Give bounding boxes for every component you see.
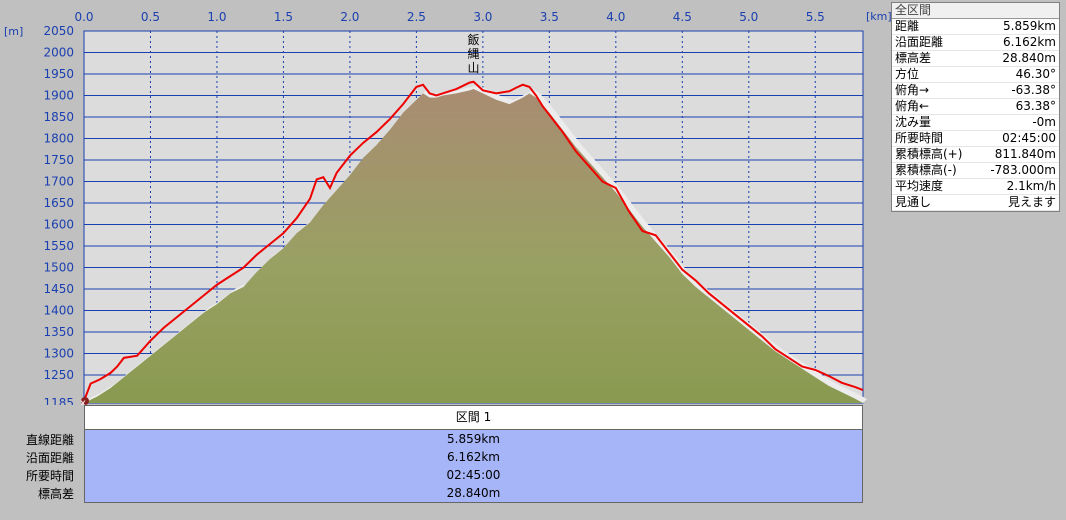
summary-label: 俯角→ — [895, 83, 930, 97]
y-tick-label: 1750 — [43, 153, 74, 167]
summary-row: 所要時間 02:45:00 — [892, 131, 1059, 147]
summary-label: 俯角← — [895, 99, 930, 113]
summary-label: 方位 — [895, 67, 920, 81]
x-tick-label: 5.5 — [806, 10, 825, 24]
segment-value: 02:45:00 — [446, 468, 501, 482]
y-tick-label: 1800 — [43, 132, 74, 146]
summary-value: 46.30° — [1015, 67, 1056, 81]
summary-value: 見えます — [1007, 195, 1056, 209]
segment-title[interactable]: 区間 1 — [84, 405, 863, 430]
summary-label: 累積標高(+) — [895, 147, 963, 161]
summary-label: 見通し — [895, 195, 932, 209]
segment-label: 標高差 — [37, 487, 74, 501]
x-tick-label: 0.0 — [74, 10, 93, 24]
x-tick-label: 0.5 — [141, 10, 160, 24]
summary-label: 平均速度 — [895, 179, 944, 193]
y-tick-label: 1550 — [43, 239, 74, 253]
summary-label: 累積標高(-) — [895, 163, 957, 177]
x-tick-label: 1.0 — [207, 10, 226, 24]
summary-value: 28.840m — [1002, 51, 1056, 65]
summary-label: 沿面距離 — [895, 35, 944, 49]
segment-label: 沿面距離 — [25, 451, 74, 465]
summary-title: 全区間 — [892, 3, 1059, 19]
y-tick-label: 1900 — [43, 89, 74, 103]
segment-row-labels: 直線距離沿面距離所要時間標高差 — [0, 431, 80, 503]
y-tick-label: 1500 — [43, 261, 74, 275]
y-tick-label: 1650 — [43, 196, 74, 210]
svg-text:飯: 飯 — [468, 32, 480, 47]
summary-row: 累積標高(+) 811.840m — [892, 147, 1059, 163]
summary-row: 見通し 見えます — [892, 195, 1059, 211]
svg-text:山: 山 — [468, 61, 480, 75]
summary-value: -63.38° — [1011, 83, 1056, 97]
peak-label: 飯縄山 — [468, 32, 480, 75]
summary-value: 6.162km — [1003, 35, 1056, 49]
x-unit-label: [km] — [866, 10, 892, 23]
terrain-area — [84, 89, 863, 403]
x-tick-label: 2.5 — [407, 10, 426, 24]
summary-label: 所要時間 — [895, 131, 944, 145]
svg-text:縄: 縄 — [468, 46, 480, 61]
x-tick-labels: 0.0 0.5 1.0 1.5 2.0 2.5 3.0 3.5 4.0 4.5 5.0 5.5 — [74, 10, 824, 24]
y-tick-label: 1350 — [43, 325, 74, 339]
series-layer — [83, 80, 867, 403]
x-tick-label: 2.0 — [340, 10, 359, 24]
summary-value: 5.859km — [1003, 19, 1056, 33]
summary-row: 沿面距離 6.162km — [892, 35, 1059, 51]
segment-label: 所要時間 — [25, 469, 74, 483]
segment-table: 区間 1 5.859km 6.162km 02:45:00 28.840m — [84, 405, 863, 503]
x-tick-label: 3.0 — [473, 10, 492, 24]
y-tick-label: 1300 — [43, 347, 74, 361]
x-tick-label: 3.5 — [540, 10, 559, 24]
summary-label: 沈み量 — [895, 115, 932, 129]
x-tick-label: 4.5 — [673, 10, 692, 24]
summary-row: 沈み量 -0m — [892, 115, 1059, 131]
y-tick-label: 1850 — [43, 110, 74, 124]
summary-row: 平均速度 2.1km/h — [892, 179, 1059, 195]
summary-panel: 全区間 距離 5.859km 沿面距離 6.162km 標高差 28.840m 方位 46.3… — [891, 2, 1060, 212]
y-tick-label: 1450 — [43, 282, 74, 296]
y-tick-label: 1700 — [43, 175, 74, 189]
segment-values: 5.859km 6.162km 02:45:00 28.840m — [84, 430, 863, 503]
elevation-profile-chart[interactable]: 0.0 0.5 1.0 1.5 2.0 2.5 3.0 3.5 4.0 4.5 5.0 5.5 205… — [0, 0, 1066, 405]
summary-value: -783.000m — [990, 163, 1056, 177]
summary-label: 距離 — [895, 19, 920, 33]
summary-value: 02:45:00 — [1002, 131, 1056, 145]
summary-row: 俯角→ -63.38° — [892, 83, 1059, 99]
route-line[interactable] — [83, 80, 864, 402]
segment-value: 5.859km — [447, 432, 500, 446]
y-tick-label: 1185 — [43, 396, 74, 405]
summary-row: 標高差 28.840m — [892, 51, 1059, 67]
y-unit-label: [m] — [4, 25, 23, 38]
y-tick-label: 1250 — [43, 368, 74, 382]
y-tick-labels: 2050 2000 1950 1900 1850 1800 1750 1700 1650 1600… — [43, 24, 74, 405]
summary-row: 距離 5.859km — [892, 19, 1059, 35]
summary-row: 方位 46.30° — [892, 67, 1059, 83]
summary-label: 標高差 — [895, 51, 932, 65]
summary-value: -0m — [1032, 115, 1056, 129]
segment-label: 直線距離 — [25, 433, 74, 447]
segment-value: 6.162km — [447, 450, 500, 464]
x-tick-label: 4.0 — [606, 10, 625, 24]
y-tick-label: 2050 — [43, 24, 74, 38]
y-tick-label: 1600 — [43, 218, 74, 232]
svg-text:x: x — [80, 398, 86, 405]
summary-row: 累積標高(-) -783.000m — [892, 163, 1059, 179]
x-tick-label: 5.0 — [739, 10, 758, 24]
summary-value: 2.1km/h — [1006, 179, 1056, 193]
summary-row: 俯角← 63.38° — [892, 99, 1059, 115]
y-tick-label: 2000 — [43, 46, 74, 60]
summary-value: 811.840m — [994, 147, 1056, 161]
x-tick-label: 1.5 — [274, 10, 293, 24]
summary-value: 63.38° — [1015, 99, 1056, 113]
y-tick-label: 1950 — [43, 67, 74, 81]
start-marker-icon[interactable]: x — [80, 397, 89, 405]
y-tick-label: 1400 — [43, 304, 74, 318]
segment-value: 28.840m — [446, 486, 501, 500]
